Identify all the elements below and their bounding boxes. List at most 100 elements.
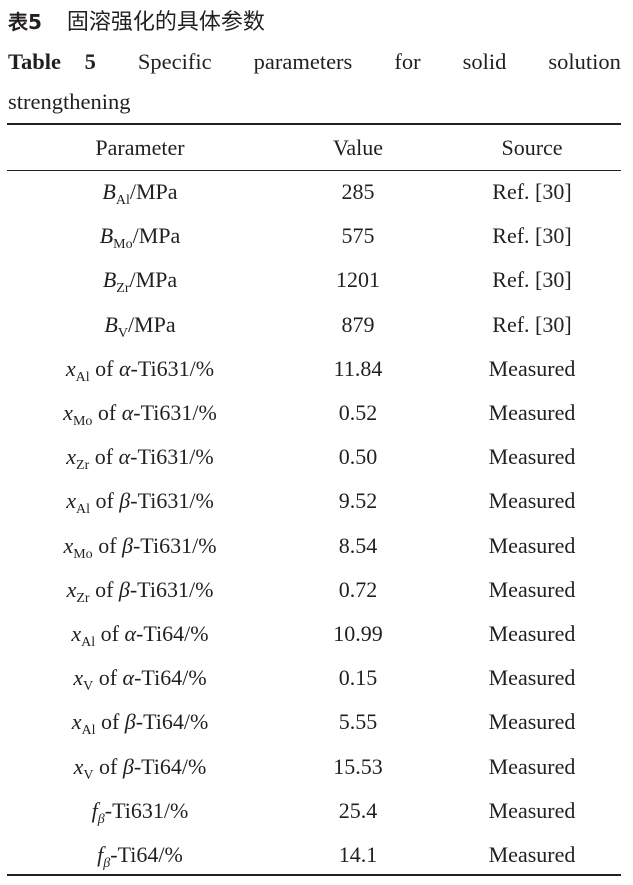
table-header-row: Parameter Value Source — [7, 126, 621, 170]
parameter-subscript: Al — [75, 502, 90, 518]
parameter-cell: xMo of α-Ti631/% — [7, 391, 273, 435]
value-cell: 0.72 — [338, 576, 378, 602]
parameter-subscript: Zr — [116, 281, 130, 297]
phase-symbol: β — [122, 532, 133, 558]
caption-en-word: parameters — [253, 49, 353, 74]
value-cell: 15.53 — [333, 753, 383, 779]
parameter-cell: fβ-Ti631/% — [7, 789, 273, 833]
table-row: BZr/MPa 1201 Ref. [30] — [7, 258, 621, 302]
source-cell: Ref. [30] — [492, 179, 572, 205]
table-row: BAl/MPa 285 Ref. [30] — [7, 170, 621, 214]
source-cell: Ref. [30] — [492, 223, 572, 249]
parameter-cell: xAl of α-Ti631/% — [7, 347, 273, 391]
source-cell: Measured — [488, 355, 576, 381]
value-cell: 8.54 — [338, 532, 378, 558]
table-bottom-rule — [7, 874, 621, 876]
parameter-subscript: β — [103, 855, 111, 871]
phase-symbol: α — [124, 620, 137, 646]
parameters-table: Parameter Value Source BAl/MPa 285 Ref. [3… — [7, 126, 621, 877]
parameter-symbol: x — [71, 709, 82, 735]
parameter-cell: xAl of β-Ti631/% — [7, 479, 273, 523]
parameter-subscript: Mo — [113, 237, 133, 253]
parameter-of: of — [95, 620, 125, 646]
parameter-unit: -Ti631/% — [130, 444, 214, 470]
value-cell: 11.84 — [333, 355, 383, 381]
source-cell: Measured — [488, 488, 576, 514]
parameter-subscript: Al — [81, 634, 96, 650]
parameter-subscript: V — [83, 767, 94, 783]
caption-en-word: for — [394, 49, 421, 74]
parameter-subscript: Mo — [72, 414, 93, 430]
table-row: xV of α-Ti64/% 0.15 Measured — [7, 656, 621, 700]
parameter-subscript: Al — [75, 369, 90, 385]
parameter-cell: fβ-Ti64/% — [7, 833, 273, 877]
source-cell: Measured — [488, 620, 576, 646]
source-cell: Ref. [30] — [492, 267, 572, 293]
table-row: xMo of α-Ti631/% 0.52 Measured — [7, 391, 621, 435]
caption-en: Table 5 Specific parameters for solid soluti… — [8, 42, 621, 122]
caption-en-line2: strengthening — [8, 89, 131, 114]
parameter-subscript: Zr — [76, 590, 90, 606]
caption-cn-text: 固溶强化的具体参数 — [66, 10, 265, 35]
phase-symbol: α — [121, 400, 134, 426]
parameter-cell: BMo/MPa — [7, 214, 273, 258]
caption-en-word: solution — [548, 49, 621, 74]
parameter-cell: BZr/MPa — [7, 258, 273, 302]
parameter-unit: -Ti631/% — [132, 532, 217, 558]
source-cell: Measured — [488, 444, 576, 470]
table-header-rule — [7, 170, 621, 171]
parameter-cell: xMo of β-Ti631/% — [7, 524, 273, 568]
parameter-unit: -Ti64/% — [135, 709, 209, 735]
value-cell: 0.15 — [338, 665, 378, 691]
parameter-symbol: x — [63, 400, 73, 426]
value-cell: 285 — [341, 179, 375, 205]
parameter-of: of — [93, 665, 123, 691]
table-row: fβ-Ti631/% 25.4 Measured — [7, 789, 621, 833]
parameter-symbol: B — [102, 179, 116, 205]
parameter-cell: BAl/MPa — [7, 170, 273, 214]
parameter-symbol: x — [66, 576, 77, 602]
header-value: Value — [332, 135, 384, 160]
parameter-unit: -Ti631/% — [130, 355, 215, 381]
source-cell: Ref. [30] — [492, 311, 572, 337]
table-row: xAl of α-Ti631/% 11.84 Measured — [7, 347, 621, 391]
header-parameter: Parameter — [95, 135, 185, 160]
caption-cn-label: 表5 — [8, 10, 42, 34]
caption-en-word: solid — [462, 49, 507, 74]
parameter-symbol: B — [102, 267, 117, 293]
parameter-cell: xAl of α-Ti64/% — [7, 612, 273, 656]
parameter-unit: /MPa — [129, 267, 178, 293]
table-row: xV of β-Ti64/% 15.53 Measured — [7, 744, 621, 788]
parameter-of: of — [89, 355, 119, 381]
source-cell: Measured — [488, 576, 576, 602]
parameter-of: of — [92, 532, 123, 558]
parameter-symbol: B — [104, 311, 118, 337]
table-row: xAl of β-Ti64/% 5.55 Measured — [7, 700, 621, 744]
parameter-unit: /MPa — [132, 223, 181, 249]
parameter-symbol: x — [65, 355, 76, 381]
parameter-symbol: x — [73, 753, 84, 779]
caption-en-word: Specific — [137, 49, 212, 74]
value-cell: 9.52 — [338, 488, 378, 514]
parameter-symbol: x — [63, 532, 74, 558]
parameter-symbol: x — [71, 620, 82, 646]
phase-symbol: α — [118, 355, 131, 381]
table-row: fβ-Ti64/% 14.1 Measured — [7, 833, 621, 877]
value-cell: 25.4 — [338, 797, 378, 823]
parameter-of: of — [89, 576, 119, 602]
parameter-of: of — [92, 400, 122, 426]
parameter-symbol: f — [91, 797, 98, 823]
table-row: xAl of β-Ti631/% 9.52 Measured — [7, 479, 621, 523]
parameter-symbol: x — [66, 488, 76, 514]
phase-symbol: β — [118, 576, 130, 602]
table-row: xMo of β-Ti631/% 8.54 Measured — [7, 524, 621, 568]
parameter-unit: -Ti631/% — [104, 797, 189, 823]
table-row: xZr of α-Ti631/% 0.50 Measured — [7, 435, 621, 479]
value-cell: 879 — [341, 311, 375, 337]
value-cell: 1201 — [336, 267, 380, 293]
value-cell: 0.50 — [338, 444, 378, 470]
value-cell: 14.1 — [338, 841, 378, 867]
value-cell: 0.52 — [338, 400, 378, 426]
phase-symbol: α — [118, 444, 131, 470]
phase-symbol: β — [119, 488, 131, 514]
